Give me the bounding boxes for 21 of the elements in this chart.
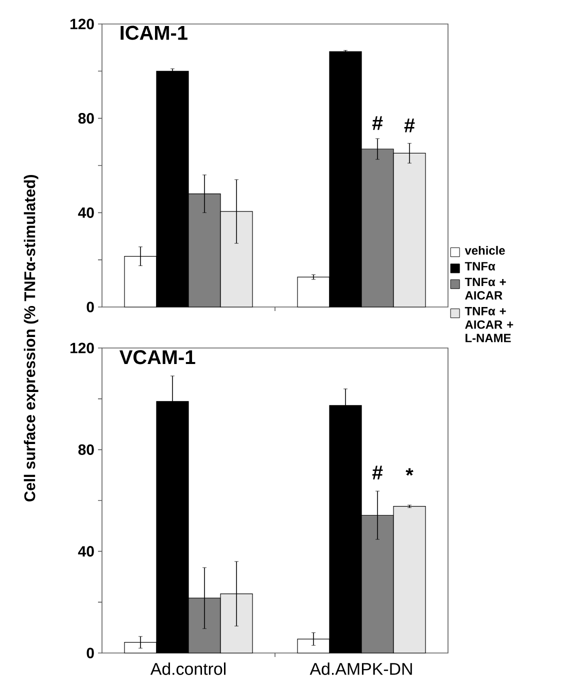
annotation: # [372,466,383,480]
y-tick-label: 0 [86,648,94,658]
annotation: * [406,468,414,476]
y-axis-title: Cell surface expression (% TNFα-stimulated) [24,174,38,502]
x-tick-label: Ad.AMPK-DN [310,662,412,675]
y-tick-label: 0 [86,302,94,312]
y-tick-label: 120 [70,18,94,30]
chart-title: ICAM-1 [120,26,188,40]
annotation: # [372,116,383,130]
legend-label: TNFα + AICAR + L-NAME [464,307,514,342]
annotation: # [404,118,415,132]
y-tick-label: 40 [78,207,94,218]
legend-label: vehicle [464,246,505,255]
legend-label: TNFα + AICAR [464,278,506,300]
legend-label: TNFα [464,262,496,270]
chart-title: VCAM-1 [120,350,196,364]
y-tick-label: 120 [70,342,94,354]
y-tick-label: 80 [78,444,94,455]
y-tick-label: 80 [78,113,94,124]
x-tick-label: Ad.control [150,662,226,675]
y-tick-label: 40 [78,546,94,557]
